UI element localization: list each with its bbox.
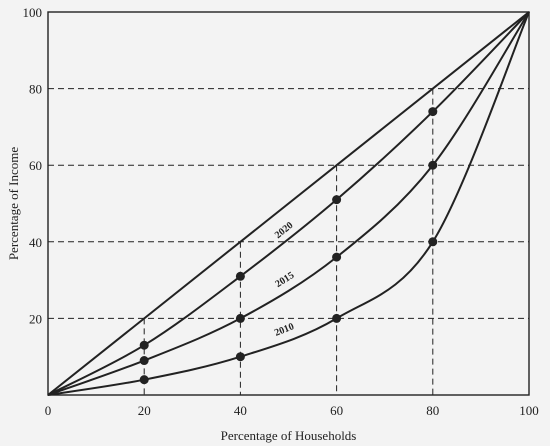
x-tick-label-80: 80 <box>426 403 439 418</box>
data-point-2020-80 <box>428 107 437 116</box>
y-tick-label-60: 60 <box>29 158 42 173</box>
data-point-2020-40 <box>236 272 245 281</box>
data-point-2015-40 <box>236 314 245 323</box>
data-point-2015-20 <box>140 356 149 365</box>
x-tick-label-0: 0 <box>45 403 52 418</box>
x-tick-label-20: 20 <box>138 403 151 418</box>
data-point-2010-80 <box>428 237 437 246</box>
x-tick-label-40: 40 <box>234 403 247 418</box>
x-tick-label-60: 60 <box>330 403 343 418</box>
data-point-2020-60 <box>332 195 341 204</box>
y-tick-label-80: 80 <box>29 82 42 97</box>
y-tick-label-100: 100 <box>23 5 43 20</box>
data-point-2010-40 <box>236 352 245 361</box>
data-point-2015-60 <box>332 253 341 262</box>
x-axis-title: Percentage of Households <box>221 428 357 443</box>
data-point-2020-20 <box>140 341 149 350</box>
data-point-2010-20 <box>140 375 149 384</box>
data-point-2015-80 <box>428 161 437 170</box>
y-axis-title: Percentage of Income <box>6 147 21 261</box>
data-point-2010-60 <box>332 314 341 323</box>
y-tick-label-40: 40 <box>29 235 42 250</box>
x-tick-label-100: 100 <box>519 403 539 418</box>
y-tick-label-20: 20 <box>29 311 42 326</box>
